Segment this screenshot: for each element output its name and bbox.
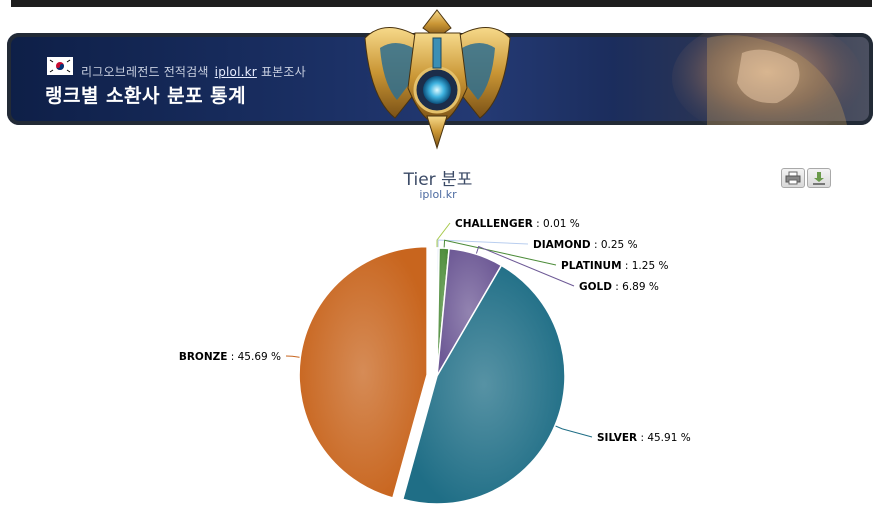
pie-label-platinum: PLATINUM : 1.25 % (561, 260, 668, 272)
pie-connector-platinum (443, 239, 557, 266)
pie-slice-silver[interactable] (401, 264, 566, 505)
chart-title: Tier 분포 (403, 170, 473, 190)
page-title: 랭크별 소환사 분포 통계 (45, 85, 247, 107)
site-name: 리그오브레전드 전적검색 (81, 65, 209, 79)
pie-connector-diamond (437, 239, 529, 249)
pie-connector-gold (475, 245, 575, 287)
pie-connector-silver (554, 425, 593, 438)
pie-label-gold: GOLD : 6.89 % (579, 281, 659, 293)
pie-label-silver: SILVER : 45.91 % (597, 432, 691, 444)
pie-connector-bronze (285, 355, 301, 358)
export-button[interactable] (807, 168, 831, 188)
site-subtitle: 리그오브레전드 전적검색 iplol.kr 표본조사 (81, 63, 306, 80)
banner-champion-art (672, 33, 862, 125)
top-bar (11, 0, 872, 7)
print-button[interactable] (781, 168, 805, 188)
korea-flag-icon (47, 57, 73, 75)
brand-link[interactable]: iplol.kr (214, 65, 257, 79)
pie-label-bronze: BRONZE : 45.69 % (179, 351, 281, 363)
pie-slice-bronze[interactable] (298, 245, 428, 499)
printer-icon (785, 171, 801, 185)
pie-label-diamond: DIAMOND : 0.25 % (533, 239, 638, 251)
chart-subtitle: iplol.kr (419, 188, 457, 201)
download-icon (813, 172, 825, 185)
tier-emblem-logo (364, 9, 511, 150)
brand-suffix: 표본조사 (260, 65, 306, 79)
pie-connector-challenger (436, 222, 451, 249)
pie-label-challenger: CHALLENGER : 0.01 % (455, 218, 580, 230)
